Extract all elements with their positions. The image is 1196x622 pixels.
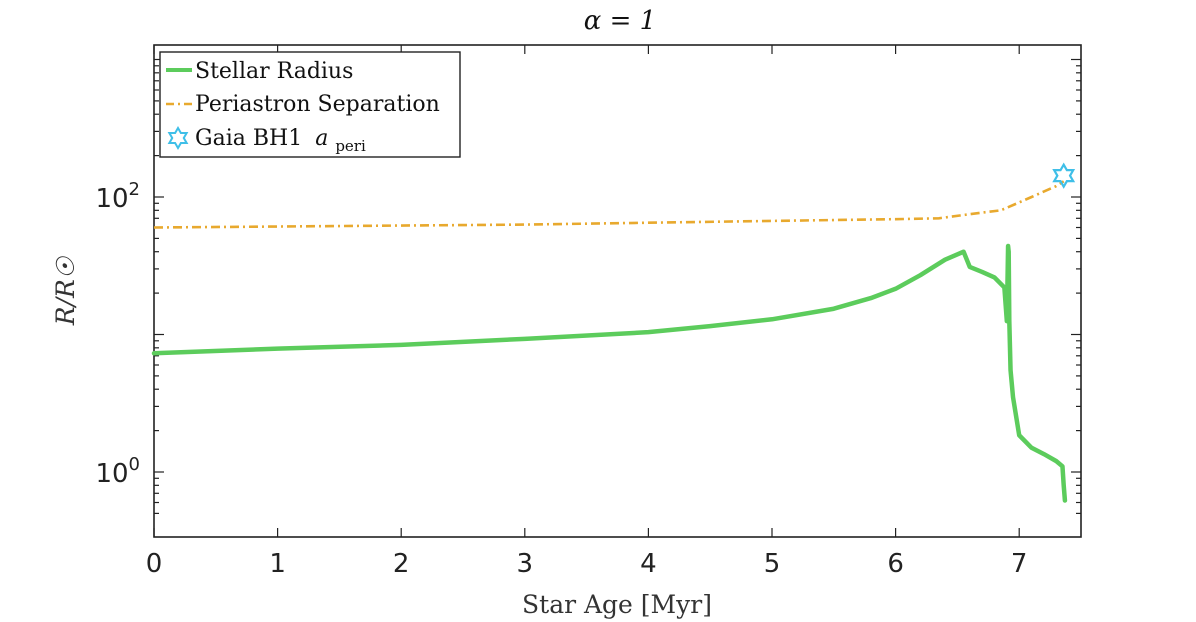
x-tick-label: 1 bbox=[269, 549, 286, 579]
y-tick-label-exponent: 2 bbox=[129, 179, 140, 200]
x-tick-label: 2 bbox=[393, 549, 410, 579]
series-line-stellar-radius bbox=[151, 243, 1068, 503]
chart-title: α = 1 bbox=[584, 6, 656, 36]
series-marker-gaia-bh1 bbox=[1052, 162, 1076, 189]
legend-hexagram-icon bbox=[167, 125, 189, 151]
x-tick-label: 4 bbox=[640, 549, 657, 579]
x-tick-label: 6 bbox=[887, 549, 904, 579]
legend-label-gaia-bh1: Gaia BH1 a peri bbox=[195, 126, 366, 155]
y-tick-label: 102 bbox=[95, 179, 140, 214]
legend-box bbox=[159, 51, 461, 158]
x-tick-label: 3 bbox=[517, 549, 534, 579]
x-axis-title: Star Age [Myr] bbox=[522, 590, 712, 619]
y-tick-label: 100 bbox=[95, 454, 140, 489]
legend-label-stellar-radius: Stellar Radius bbox=[195, 59, 353, 84]
legend-label-gaia-sub: peri bbox=[335, 137, 366, 155]
x-tick-label: 7 bbox=[1011, 549, 1028, 579]
x-tick-label: 5 bbox=[764, 549, 781, 579]
series-layer bbox=[151, 162, 1076, 503]
legend-label-gaia-text: Gaia BH1 bbox=[195, 126, 302, 151]
y-axis-title: R/R☉ bbox=[51, 255, 80, 326]
legend: Stellar Radius Periastron Separation Gai… bbox=[159, 51, 461, 158]
legend-label-gaia-math: a bbox=[315, 126, 328, 151]
series-line-periastron-separation bbox=[153, 180, 1065, 229]
x-axis: 0 1 2 3 4 5 6 7 bbox=[146, 45, 1028, 579]
x-tick-label: 0 bbox=[146, 549, 163, 579]
legend-label-periastron: Periastron Separation bbox=[195, 92, 440, 117]
plot-frame bbox=[153, 44, 1082, 538]
y-tick-label-base: 10 bbox=[95, 459, 128, 489]
y-tick-label-base: 10 bbox=[95, 184, 128, 214]
y-tick-label-exponent: 0 bbox=[129, 454, 140, 475]
